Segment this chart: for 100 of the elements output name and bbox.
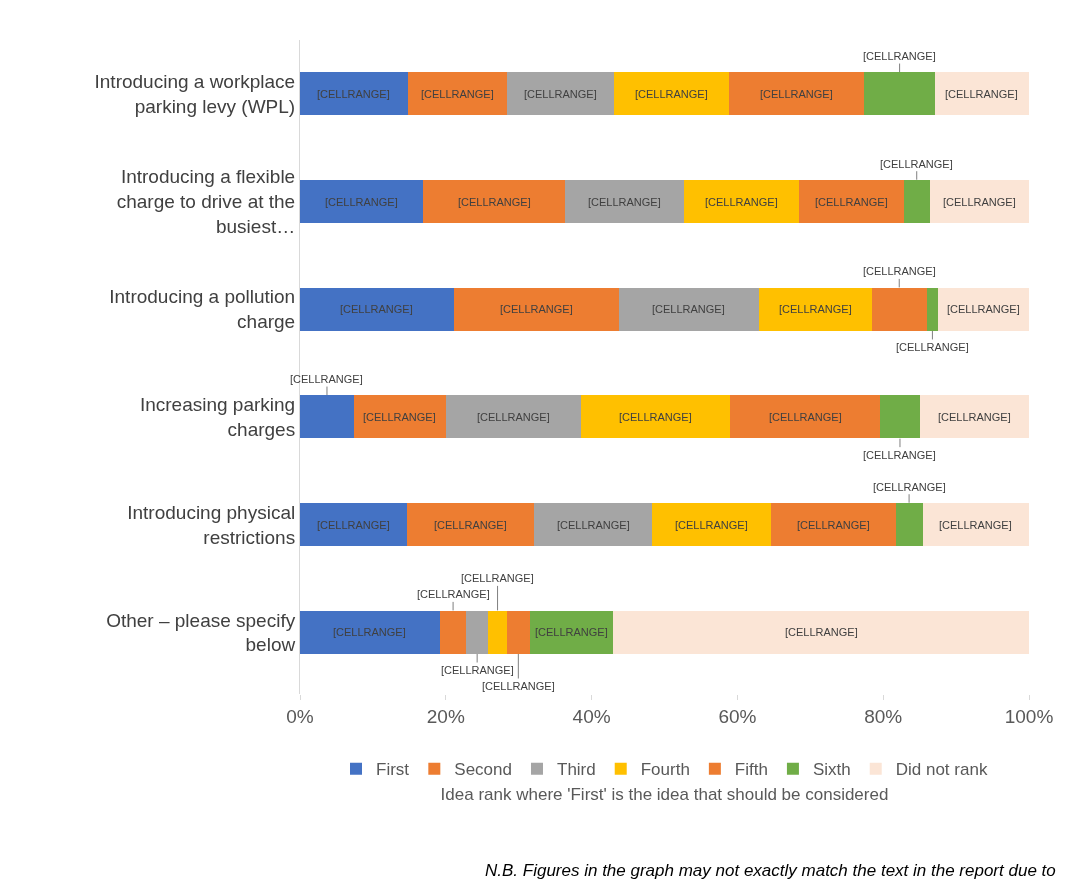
bar [580, 395, 731, 439]
data-label: [CELLRANGE] [705, 196, 778, 208]
data-label: [CELLRANGE] [896, 341, 969, 353]
bar [934, 72, 1029, 116]
legend-label: Fourth [640, 760, 690, 780]
x-tick-label: 60% [718, 705, 757, 727]
data-label: [CELLRANGE] [317, 519, 390, 531]
bar [300, 287, 454, 331]
data-label: [CELLRANGE] [417, 588, 490, 600]
bar [423, 179, 566, 224]
bar [903, 179, 930, 224]
data-label: [CELLRANGE] [769, 411, 842, 423]
bar [300, 179, 424, 224]
data-label: [CELLRANGE] [863, 50, 936, 62]
bar [880, 395, 920, 439]
bar [507, 610, 530, 654]
text: N.B. Figures in the graph may not exactly match the text in the report due to [485, 861, 1056, 880]
bar [407, 72, 508, 116]
bar [534, 502, 653, 547]
data-label: [CELLRANGE] [482, 680, 555, 692]
bar [614, 72, 729, 116]
data-label: [CELLRANGE] [535, 626, 608, 638]
data-label: [CELLRANGE] [557, 519, 630, 531]
data-label: [CELLRANGE] [938, 411, 1011, 423]
legend-label: Sixth [812, 760, 851, 780]
bar [937, 287, 1029, 331]
data-label: [CELLRANGE] [635, 88, 708, 100]
y-tick-label: Introducing physical restrictions [127, 501, 296, 548]
data-label: [CELLRANGE] [945, 88, 1018, 100]
data-label: [CELLRANGE] [652, 303, 725, 315]
data-label: [CELLRANGE] [340, 303, 413, 315]
bar [453, 287, 619, 331]
bar [684, 179, 800, 224]
data-label: [CELLRANGE] [524, 88, 597, 100]
bar [652, 502, 771, 547]
data-label: [CELLRANGE] [477, 411, 550, 423]
y-tick-label: Other – please specify below [106, 609, 296, 656]
data-label: [CELLRANGE] [317, 88, 390, 100]
bar [300, 72, 408, 116]
bar [799, 179, 904, 224]
bar [507, 72, 615, 116]
bar [445, 395, 581, 439]
data-label: [CELLRANGE] [333, 626, 406, 638]
bar [895, 502, 923, 547]
bar [770, 502, 896, 547]
bar [300, 610, 440, 654]
data-label: [CELLRANGE] [785, 626, 858, 638]
y-tick-label: Introducing a flexible charge to drive at the busiest… [116, 166, 296, 237]
bar [488, 610, 508, 654]
bar [926, 287, 938, 331]
bar [759, 287, 872, 331]
bar [618, 287, 760, 331]
data-label: [CELLRANGE] [797, 519, 870, 531]
data-label: [CELLRANGE] [779, 303, 852, 315]
x-tick-label: 20% [426, 705, 465, 727]
bar [864, 72, 935, 116]
y-tick-label: Introducing a pollution charge [109, 286, 296, 333]
data-label: [CELLRANGE] [863, 449, 936, 461]
y-tick-label: Introducing a workplace parking levy (WPL) [94, 71, 296, 117]
y-tick-label: Increasing parking charges [139, 394, 296, 440]
data-label: [CELLRANGE] [815, 196, 888, 208]
legend-label: Third [556, 760, 596, 780]
legend-label: Fifth [734, 760, 768, 780]
legend-label: Second [454, 760, 512, 780]
data-label: [CELLRANGE] [873, 481, 946, 493]
data-label: [CELLRANGE] [943, 196, 1016, 208]
x-tick-label: 0% [286, 705, 314, 727]
bar [922, 502, 1029, 547]
x-tick-label: 80% [864, 705, 903, 727]
bar [929, 179, 1029, 224]
data-label: [CELLRANGE] [675, 519, 748, 531]
x-tick-label: 40% [572, 705, 611, 727]
legend-label: Did not rank [895, 760, 988, 780]
bar [439, 610, 467, 654]
bar [871, 287, 927, 331]
data-label: [CELLRANGE] [500, 303, 573, 315]
x-axis-title: Idea rank where 'First' is the idea that should be considered [440, 785, 889, 805]
bar [728, 72, 865, 116]
data-label: [CELLRANGE] [588, 196, 661, 208]
bar [300, 395, 354, 439]
data-label: [CELLRANGE] [880, 158, 953, 170]
bar [613, 610, 1029, 654]
data-label: [CELLRANGE] [363, 411, 436, 423]
data-label: [CELLRANGE] [863, 265, 936, 277]
data-label: [CELLRANGE] [441, 664, 514, 676]
data-label: [CELLRANGE] [619, 411, 692, 423]
bar [407, 502, 535, 547]
data-label: [CELLRANGE] [939, 519, 1012, 531]
data-label: [CELLRANGE] [760, 88, 833, 100]
x-tick-label: 100% [1004, 705, 1054, 727]
data-label: [CELLRANGE] [434, 519, 507, 531]
bar [730, 395, 881, 439]
legend-label: First [376, 760, 410, 780]
bar [919, 395, 1029, 439]
data-label: [CELLRANGE] [461, 572, 534, 584]
data-label: [CELLRANGE] [290, 373, 363, 385]
data-label: [CELLRANGE] [947, 303, 1020, 315]
data-label: [CELLRANGE] [325, 196, 398, 208]
data-label: [CELLRANGE] [421, 88, 494, 100]
bar [353, 395, 446, 439]
